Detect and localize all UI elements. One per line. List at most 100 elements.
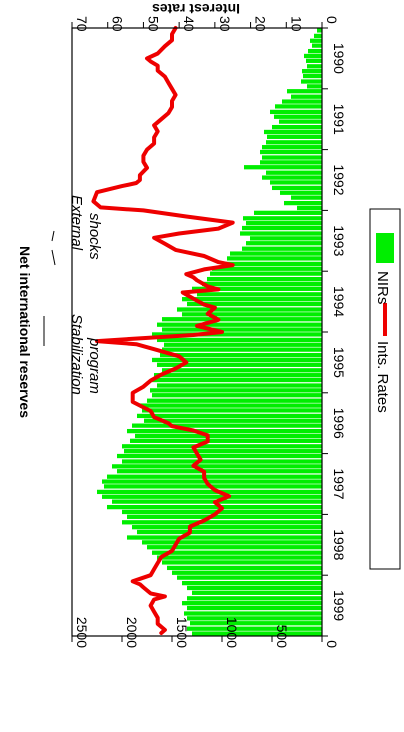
nirs-bar <box>167 565 322 571</box>
nirs-bar <box>297 205 322 211</box>
nirs-bar <box>140 403 322 408</box>
nirs-bar <box>244 165 322 170</box>
nirs-bar <box>279 119 322 124</box>
nirs-bar <box>112 464 322 469</box>
nirs-bar <box>227 256 322 261</box>
interest-rate-line <box>91 26 235 635</box>
nirs-bar <box>164 342 322 347</box>
nirs-bar <box>107 504 322 510</box>
nirs-bar <box>304 53 322 59</box>
annotation-bracket-external-shocks <box>51 249 56 266</box>
nirs-bar <box>102 494 322 499</box>
legend-box <box>369 208 401 570</box>
y2-axis-tick-label: 50 <box>145 16 161 32</box>
nirs-bar <box>142 408 322 413</box>
nirs-bar <box>124 449 322 454</box>
nirs-bar <box>147 545 322 550</box>
x-axis-tick-label: 1998 <box>331 529 347 560</box>
nirs-bar <box>187 605 322 611</box>
nirs-bar <box>122 509 322 515</box>
nirs-bar <box>122 444 322 449</box>
x-axis-tick-label: 1990 <box>331 43 347 74</box>
nirs-bar <box>127 428 322 434</box>
nirs-bar <box>152 393 322 398</box>
nirs-bar <box>207 276 322 282</box>
nirs-bar <box>262 155 322 160</box>
nirs-bar <box>144 418 322 423</box>
nirs-bar <box>250 236 322 241</box>
plot-frame <box>71 27 323 637</box>
nirs-bar <box>152 550 322 555</box>
nirs-bar <box>260 149 322 155</box>
annotation-stabilization-line1: Stabilization <box>68 314 85 395</box>
nirs-bar <box>302 69 322 74</box>
nirs-bar <box>152 377 322 383</box>
y2-axis-tick-label: 20 <box>253 16 269 32</box>
nirs-bar <box>306 58 322 63</box>
nirs-bar <box>137 413 322 419</box>
nirs-bar <box>192 286 322 291</box>
nirs-bar <box>317 28 322 33</box>
nirs-bar <box>262 145 322 150</box>
nirs-bar <box>122 459 322 464</box>
nirs-bar <box>122 520 322 525</box>
nirs-bar <box>102 479 322 484</box>
nirs-bar <box>150 388 322 393</box>
nirs-bar <box>197 292 322 297</box>
nirs-bar <box>97 489 322 495</box>
nirs-bar <box>152 332 322 337</box>
nirs-bar <box>182 297 322 302</box>
nirs-bar <box>157 322 322 327</box>
y-axis-tick-label: 500 <box>274 625 290 649</box>
nirs-bar <box>222 261 322 267</box>
y2-axis-tick-label: 10 <box>288 16 304 32</box>
nirs-bar <box>212 266 322 271</box>
nirs-bar <box>137 529 322 535</box>
nirs-bar <box>242 246 322 251</box>
chart-text: Net international reserves Interest rate… <box>17 1 391 418</box>
nirs-bar <box>132 525 322 530</box>
nirs-bar <box>291 94 322 99</box>
nirs-bar <box>192 631 322 636</box>
nirs-bar <box>272 185 322 191</box>
nirs-bar <box>242 225 322 231</box>
nirs-bar <box>284 200 322 206</box>
nirs-bar <box>270 180 322 185</box>
nirs-bar <box>162 560 322 565</box>
y-axis-tick-label: 2500 <box>74 617 90 648</box>
nirs-bar <box>187 616 322 621</box>
x-axis-tick-label: 1999 <box>331 590 347 621</box>
nirs-bar <box>127 535 322 540</box>
nirs-bar <box>130 438 322 443</box>
nirs-bar <box>243 216 322 221</box>
x-axis-tick-label: 1992 <box>331 164 347 195</box>
nirs-bar <box>162 368 322 373</box>
legend-label-nirs: NIRs <box>374 271 391 304</box>
nirs-bar <box>157 337 322 343</box>
annotation-stabilization-line2: program <box>86 337 103 394</box>
nirs-bar <box>172 570 322 575</box>
nirs-bar <box>132 423 322 428</box>
nirs-bar <box>162 347 322 352</box>
x-axis-tick-label: 1997 <box>331 468 347 499</box>
nirs-bar <box>210 271 322 276</box>
x-axis-tick-label: 1996 <box>331 408 347 439</box>
nirs-bar <box>280 190 322 195</box>
nirs-bar <box>240 231 322 236</box>
y2-axis-tick-label: 0 <box>324 16 340 24</box>
nirs-bar <box>187 626 322 631</box>
nirs-bar <box>307 64 322 69</box>
annotation-marker-stabilization-top <box>51 230 55 242</box>
nirs-bar <box>230 251 322 256</box>
nirs-bar <box>157 362 322 367</box>
nirs-bar <box>187 585 322 591</box>
nirs-bar <box>266 140 322 145</box>
x-axis-tick-label: 1994 <box>331 286 347 317</box>
nirs-bar <box>152 357 322 363</box>
nirs-bar <box>266 170 322 175</box>
nirs-bar <box>182 580 322 586</box>
x-axis-tick-label: 1991 <box>331 104 347 135</box>
y2-axis-tick-label: 30 <box>217 16 233 32</box>
nirs-bar <box>282 99 322 104</box>
